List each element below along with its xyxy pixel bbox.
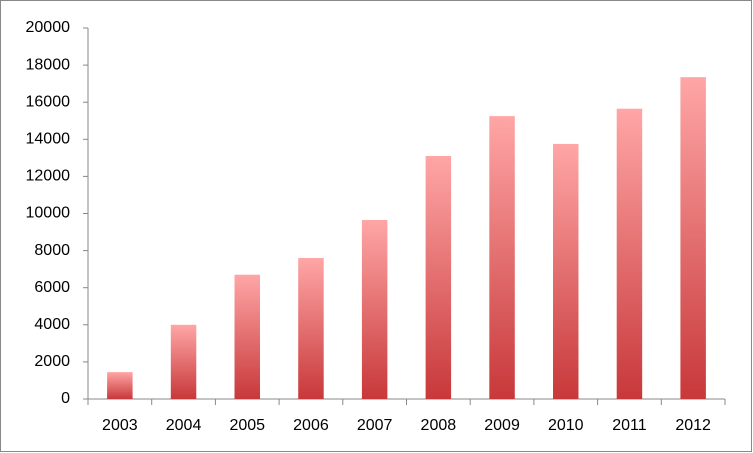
bar — [170, 324, 197, 399]
y-tick-label: 16000 — [26, 93, 71, 110]
y-tick-label: 10000 — [26, 205, 71, 222]
x-tick-label: 2006 — [293, 417, 329, 434]
bar — [425, 155, 452, 399]
y-tick-label: 12000 — [26, 168, 71, 185]
x-tick-label: 2004 — [166, 417, 202, 434]
y-tick-label: 8000 — [34, 242, 70, 259]
x-tick-label: 2003 — [102, 417, 138, 434]
x-tick-label: 2007 — [357, 417, 393, 434]
x-tick-label: 2009 — [484, 417, 520, 434]
bar — [616, 108, 643, 399]
y-tick-label: 2000 — [34, 353, 70, 370]
x-tick-label: 2010 — [548, 417, 584, 434]
y-tick-label: 14000 — [26, 131, 71, 148]
bar — [553, 143, 579, 399]
x-tick-label: 2011 — [612, 417, 647, 434]
x-tick-label: 2005 — [229, 417, 265, 434]
y-tick-label: 6000 — [34, 279, 70, 296]
y-tick-label: 4000 — [34, 316, 70, 333]
bar — [234, 274, 260, 399]
bar — [298, 258, 324, 399]
bar — [680, 77, 706, 399]
x-tick-label: 2008 — [421, 417, 457, 434]
bar — [107, 372, 133, 399]
x-tick-label: 2012 — [675, 417, 711, 434]
bar — [361, 219, 388, 399]
y-tick-label: 0 — [61, 390, 70, 407]
bar — [489, 116, 515, 400]
y-tick-label: 20000 — [26, 19, 71, 36]
y-tick-label: 18000 — [26, 56, 71, 73]
